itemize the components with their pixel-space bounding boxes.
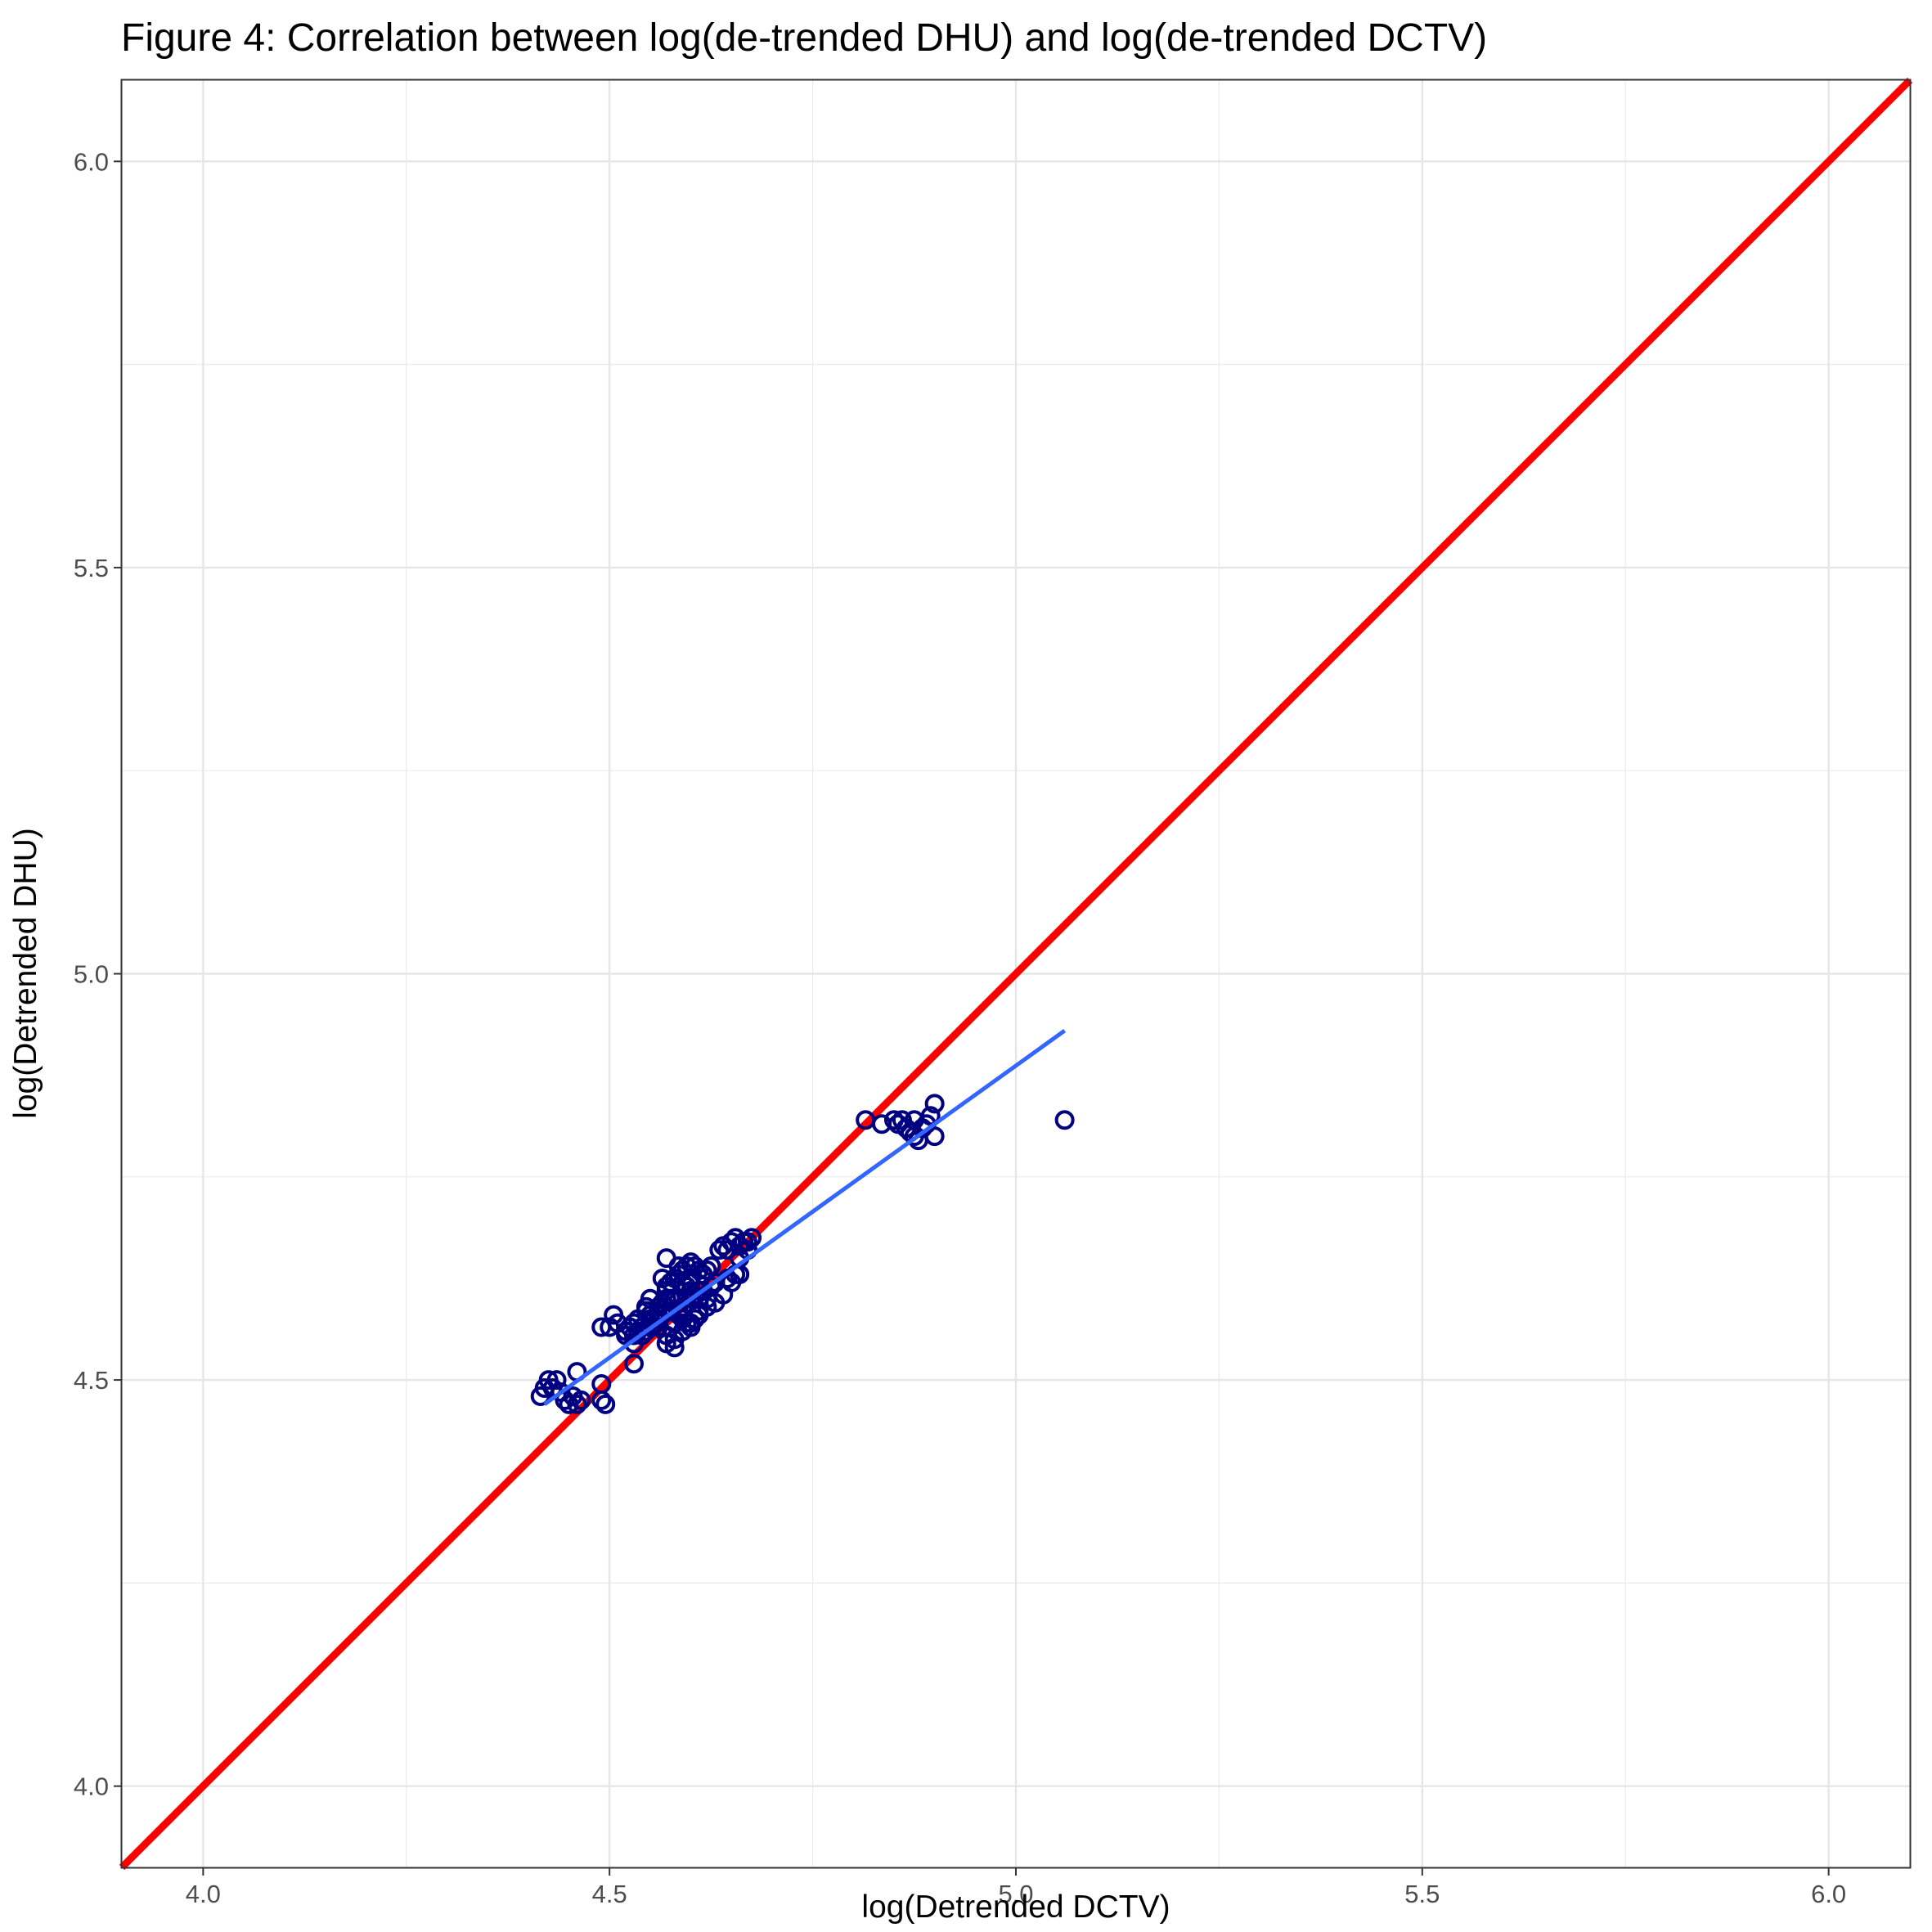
data-point	[591, 1374, 612, 1395]
x-axis-label: log(Detrended DCTV)	[861, 1889, 1170, 1925]
data-point	[567, 1394, 587, 1414]
x-tick-label: 6.0	[1811, 1880, 1846, 1908]
data-point	[538, 1370, 559, 1391]
grid-major	[122, 80, 1910, 1867]
x-tick-label: 5.5	[1404, 1880, 1440, 1908]
data-point	[1054, 1110, 1075, 1130]
y-tick-label: 4.5	[74, 1366, 109, 1395]
x-tick-label: 4.0	[186, 1880, 221, 1908]
reference-line-layer	[119, 77, 1913, 1871]
y-tick-label: 4.0	[74, 1772, 109, 1801]
data-point	[652, 1268, 672, 1288]
fit-line-layer	[543, 1028, 1067, 1406]
y-axis-label: log(Detrended DHU)	[8, 828, 43, 1118]
data-point	[546, 1370, 567, 1391]
chart-title: Figure 4: Correlation between log(de-tre…	[121, 16, 1487, 60]
data-point	[595, 1394, 616, 1414]
y-tick-label: 5.0	[74, 960, 109, 989]
data-point	[738, 1232, 758, 1252]
x-axis-ticks: 4.0 4.5 5.0 5.5 6.0	[186, 1867, 1846, 1908]
y-tick-label: 5.5	[74, 554, 109, 582]
data-point	[623, 1333, 644, 1354]
data-point	[664, 1337, 685, 1358]
data-point	[924, 1094, 945, 1114]
data-point	[689, 1305, 709, 1325]
reference-line-45-degree	[119, 77, 1913, 1871]
data-point	[623, 1354, 644, 1374]
y-axis-ticks: 4.0 4.5 5.0 5.5 6.0	[74, 147, 122, 1801]
fit-line	[543, 1028, 1067, 1406]
data-point	[660, 1288, 681, 1309]
x-tick-label: 4.5	[592, 1880, 627, 1908]
y-tick-label: 6.0	[74, 147, 109, 176]
x-tick-label: 5.0	[998, 1880, 1033, 1908]
data-point	[571, 1390, 591, 1410]
data-point	[668, 1256, 689, 1277]
data-point	[742, 1228, 762, 1248]
